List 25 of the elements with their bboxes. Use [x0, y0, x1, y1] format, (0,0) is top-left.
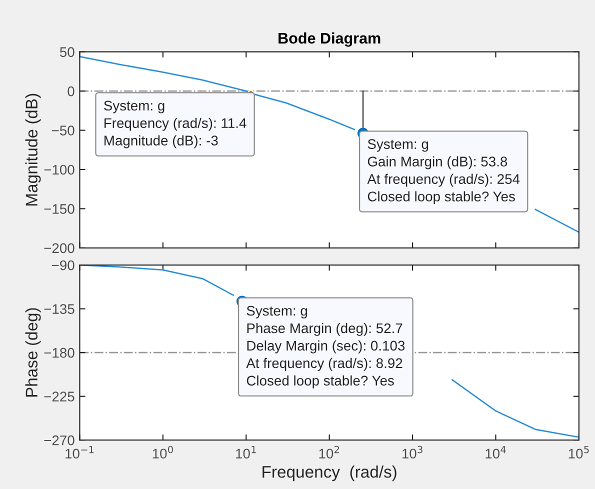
- x-tick-label: 10$^{0}$: [152, 446, 173, 459]
- y-tick-label: −150: [44, 204, 74, 214]
- annotation: System: g Frequency (rad/s): 11.4 Magnitude (dB): -3: [104, 100, 246, 148]
- x-tick-label: 10$^{1}$: [236, 446, 256, 459]
- chart-title: Bode Diagram: [278, 32, 380, 47]
- annotation: System: g Phase Margin (deg): 52.7 Delay Margin (sec): 0.103 At frequency (rad/s): 8.92 Closed loop stable? Yes: [246, 306, 405, 388]
- x-tick-label: 10$^{−1}$: [66, 446, 94, 459]
- y-tick-label: −225: [44, 392, 74, 402]
- y-tick-label: −90: [52, 260, 74, 270]
- y-tick-label: −180: [44, 348, 74, 358]
- x-tick-label: 10$^{2}$: [319, 446, 340, 459]
- y-tick-label: −50: [52, 126, 74, 136]
- y-tick-label: 0: [68, 86, 74, 96]
- x-tick-label: 10$^{4}$: [486, 446, 506, 459]
- y-tick-label: −270: [44, 435, 74, 446]
- y-axis-title: Phase (deg): [25, 308, 41, 397]
- y-tick-label: −100: [44, 164, 74, 175]
- annotation: System: g Gain Margin (dB): 53.8 At frequency (rad/s): 254 Closed loop stable? Yes: [367, 139, 520, 204]
- x-axis-title: Frequency (rad/s): [262, 466, 396, 482]
- y-tick-label: −135: [44, 304, 74, 314]
- y-axis-title: Magnitude (dB): [25, 94, 41, 206]
- y-tick-label: −200: [44, 243, 74, 254]
- y-tick-label: 50: [60, 47, 74, 58]
- x-tick-label: 10$^{5}$: [568, 446, 589, 459]
- x-tick-label: 10$^{3}$: [402, 446, 422, 459]
